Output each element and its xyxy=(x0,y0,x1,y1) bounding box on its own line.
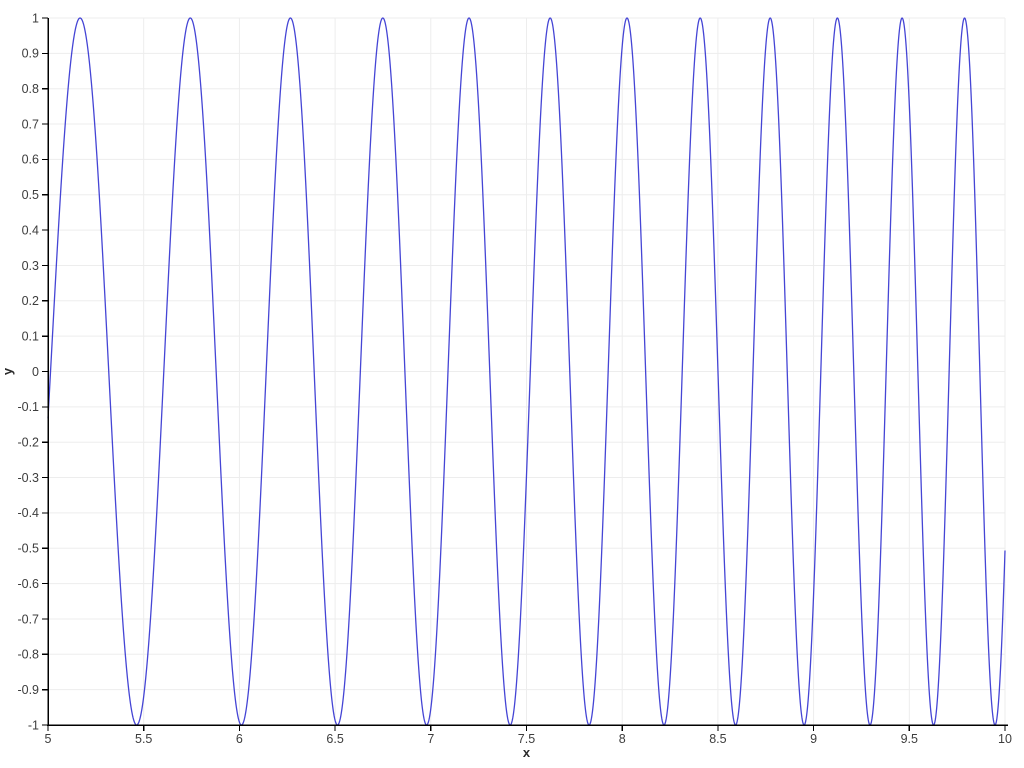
y-tick-label: -0.4 xyxy=(17,506,39,520)
x-tick-label: 8.5 xyxy=(709,732,726,746)
y-tick-label: -0.9 xyxy=(17,683,39,697)
y-axis-title: y xyxy=(0,367,15,375)
x-tick-label: 8 xyxy=(619,732,626,746)
x-tick-label: 9.5 xyxy=(901,732,918,746)
y-tick-label: 0.9 xyxy=(22,47,39,61)
y-tick-label: 0.6 xyxy=(22,153,39,167)
y-tick-label: 0.4 xyxy=(22,223,39,237)
axis-layer xyxy=(42,17,1008,731)
y-tick-label: 0.1 xyxy=(22,329,39,343)
x-tick-label: 7.5 xyxy=(518,732,535,746)
y-tick-label: 0.2 xyxy=(22,294,39,308)
y-tick-label: -0.2 xyxy=(17,436,39,450)
x-tick-label: 6 xyxy=(236,732,243,746)
y-tick-label: 0.3 xyxy=(22,259,39,273)
y-tick-label: 0 xyxy=(32,365,39,379)
x-tick-label: 9 xyxy=(810,732,817,746)
y-tick-label: -0.1 xyxy=(17,400,39,414)
y-tick-label: -0.3 xyxy=(17,471,39,485)
series-layer xyxy=(47,17,1006,726)
y-tick-label: 1 xyxy=(32,11,39,25)
y-tick-label: -0.7 xyxy=(17,612,39,626)
x-axis-title: x xyxy=(523,745,531,760)
tick-label-layer: 1 0.9 0.8 0.7 0.6 0.5 0.4 0.3 0.2 0.1 0 -0.1 -0.2 -0.… xyxy=(17,11,1012,746)
x-tick-label: 6.5 xyxy=(326,732,343,746)
x-tick-label: 5.5 xyxy=(135,732,152,746)
y-tick-label: 0.7 xyxy=(22,117,39,131)
x-tick-label: 10 xyxy=(998,732,1012,746)
y-tick-label: 0.5 xyxy=(22,188,39,202)
x-tick-label: 5 xyxy=(45,732,52,746)
y-tick-label: -0.8 xyxy=(17,648,39,662)
series-line-sin-x-2- xyxy=(47,17,1006,726)
y-tick-label: -1 xyxy=(28,718,39,732)
x-tick-label: 7 xyxy=(427,732,434,746)
y-tick-label: -0.6 xyxy=(17,577,39,591)
y-tick-label: -0.5 xyxy=(17,542,39,556)
y-tick-label: 0.8 xyxy=(22,82,39,96)
